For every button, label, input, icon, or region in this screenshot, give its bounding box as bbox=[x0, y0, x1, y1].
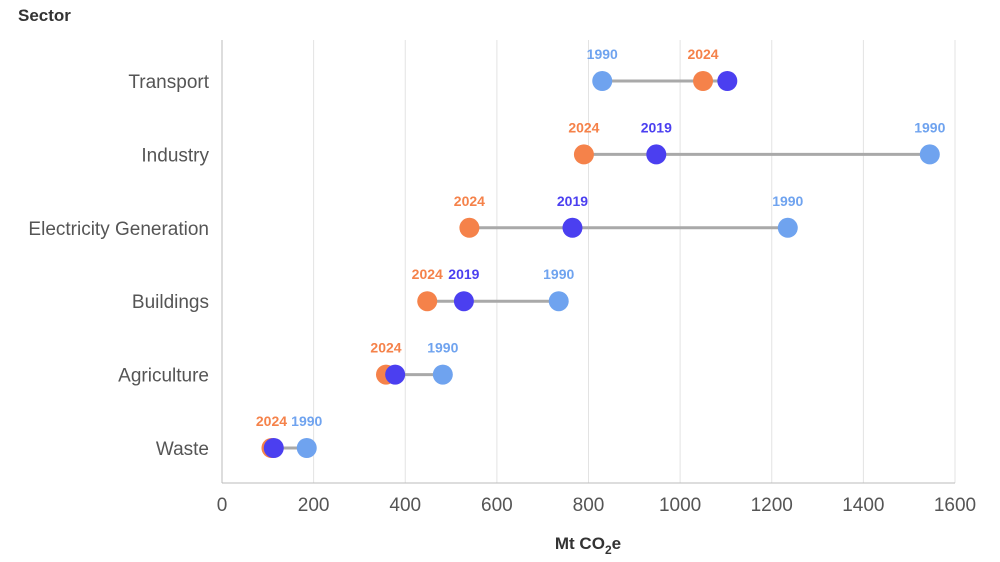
x-axis-ticks: 0 200 400 600 800 1000 1200 1400 1600 bbox=[217, 495, 976, 516]
year-label-2024: 2024 bbox=[568, 119, 599, 135]
year-label-2019: 2019 bbox=[641, 119, 672, 135]
year-label-2024: 2024 bbox=[412, 266, 443, 282]
year-label-2024: 2024 bbox=[687, 46, 718, 62]
point-2019 bbox=[453, 291, 474, 312]
point-2024 bbox=[693, 71, 714, 91]
row-electricity-generation: 2024 2019 1990 bbox=[454, 193, 804, 238]
point-2024 bbox=[573, 144, 594, 165]
point-1990 bbox=[919, 144, 940, 165]
category-label: Buildings bbox=[132, 292, 209, 313]
y-axis-title: Sector bbox=[18, 6, 71, 25]
row-industry: 2024 2019 1990 bbox=[568, 119, 946, 165]
row-waste: 2024 1990 bbox=[256, 413, 323, 458]
x-tick-label: 400 bbox=[389, 495, 421, 516]
year-label-1990: 1990 bbox=[772, 193, 803, 209]
year-label-1990: 1990 bbox=[587, 46, 618, 62]
x-tick-label: 1000 bbox=[659, 495, 701, 516]
point-2019 bbox=[385, 364, 406, 385]
x-tick-label: 0 bbox=[217, 495, 228, 516]
point-2019 bbox=[562, 217, 583, 238]
category-label: Agriculture bbox=[118, 366, 209, 387]
x-axis-title-tail: e bbox=[612, 534, 621, 553]
year-label-2024: 2024 bbox=[454, 193, 485, 209]
category-labels: Transport Industry Electricity Generation B… bbox=[28, 72, 209, 460]
year-label-2019: 2019 bbox=[557, 193, 588, 209]
point-1990 bbox=[296, 438, 317, 458]
point-1990 bbox=[592, 71, 613, 91]
x-tick-label: 800 bbox=[573, 495, 605, 516]
x-tick-label: 600 bbox=[481, 495, 513, 516]
x-tick-label: 1600 bbox=[934, 495, 976, 516]
point-1990 bbox=[432, 364, 453, 385]
x-axis-title-main: Mt CO bbox=[555, 534, 605, 553]
year-label-1990: 1990 bbox=[427, 340, 458, 356]
grid-lines bbox=[221, 40, 956, 484]
point-2019 bbox=[717, 71, 738, 91]
year-label-1990: 1990 bbox=[914, 119, 945, 135]
category-label: Waste bbox=[156, 439, 209, 460]
point-1990 bbox=[548, 291, 569, 312]
row-agriculture: 2024 1990 bbox=[370, 340, 459, 385]
row-transport: 1990 2024 bbox=[587, 46, 738, 91]
category-label: Industry bbox=[141, 145, 209, 166]
x-tick-label: 1200 bbox=[751, 495, 793, 516]
row-buildings: 2024 2019 1990 bbox=[412, 266, 575, 312]
point-2024 bbox=[417, 291, 438, 312]
category-label: Electricity Generation bbox=[28, 219, 209, 240]
year-label-2019: 2019 bbox=[448, 266, 479, 282]
year-label-2024: 2024 bbox=[370, 340, 401, 356]
x-tick-label: 1400 bbox=[842, 495, 884, 516]
point-1990 bbox=[777, 217, 798, 238]
year-label-2024: 2024 bbox=[256, 413, 287, 429]
point-2019 bbox=[263, 438, 284, 458]
category-label: Transport bbox=[128, 72, 209, 93]
point-2024 bbox=[459, 217, 480, 238]
x-axis-title-subscript: 2 bbox=[605, 543, 612, 557]
year-label-1990: 1990 bbox=[291, 413, 322, 429]
x-tick-label: 200 bbox=[298, 495, 330, 516]
point-2019 bbox=[646, 144, 667, 165]
year-label-1990: 1990 bbox=[543, 266, 574, 282]
x-axis-title: Mt CO2e bbox=[555, 534, 621, 557]
